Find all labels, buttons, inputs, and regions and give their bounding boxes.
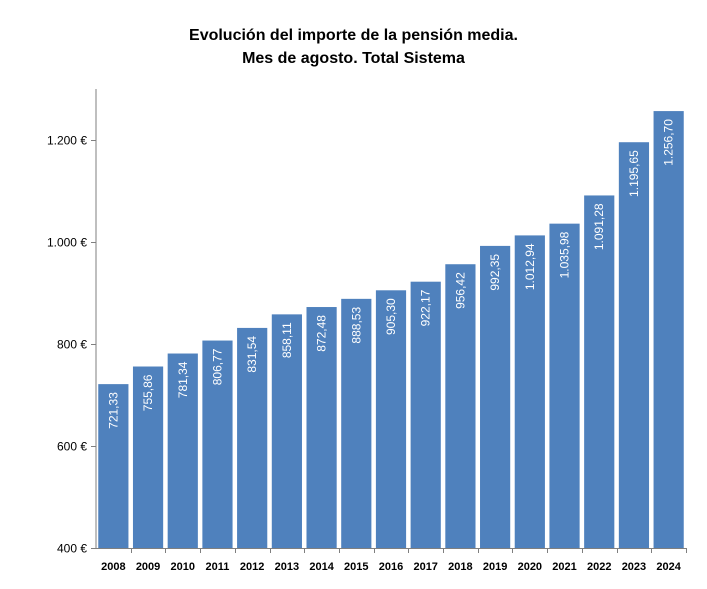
bar bbox=[480, 245, 511, 549]
y-tick-label: 1.000 € bbox=[47, 236, 87, 250]
y-axis: 400 € 600 € 800 € 1.000 € 1.200 € bbox=[47, 89, 97, 556]
bar-value-label: 721,33 bbox=[106, 392, 120, 429]
x-tick-label: 2016 bbox=[379, 561, 403, 573]
x-tick-label: 2021 bbox=[552, 561, 576, 573]
bar-value-label: 992,35 bbox=[488, 254, 502, 291]
chart-subtitle: Mes de agosto. Total Sistema bbox=[242, 50, 465, 67]
x-tick-label: 2009 bbox=[136, 561, 160, 573]
x-tick-label: 2018 bbox=[448, 561, 472, 573]
bar-value-label: 956,42 bbox=[453, 272, 467, 309]
bar-value-label: 1.091,28 bbox=[592, 203, 606, 250]
x-axis: 2008 2009 2010 2011 2012 2013 2014 2015 2016 2017… bbox=[96, 548, 687, 573]
bar bbox=[445, 264, 476, 548]
bar bbox=[549, 223, 580, 548]
bar-value-label: 781,34 bbox=[176, 361, 190, 398]
bar bbox=[653, 111, 684, 548]
bar bbox=[584, 195, 615, 548]
x-tick-label: 2022 bbox=[587, 561, 611, 573]
chart-title: Evolución del importe de la pensión medi… bbox=[189, 27, 518, 44]
bar-value-label: 872,48 bbox=[315, 315, 329, 352]
x-tick-label: 2011 bbox=[206, 561, 230, 573]
bar bbox=[618, 142, 650, 548]
bar-value-label: 905,30 bbox=[384, 298, 398, 335]
bar bbox=[375, 290, 407, 548]
bar-value-label: 922,17 bbox=[419, 289, 433, 326]
bar bbox=[237, 327, 268, 548]
bars: 721,33 755,86 781,34 806,77 831,54 858,11 872,… bbox=[98, 111, 684, 549]
x-tick-label: 2020 bbox=[518, 561, 542, 573]
x-tick-label: 2010 bbox=[171, 561, 195, 573]
y-tick-label: 400 € bbox=[57, 542, 87, 556]
bar bbox=[306, 307, 337, 548]
bar-value-label: 755,86 bbox=[141, 374, 155, 411]
bar bbox=[341, 298, 372, 548]
y-tick-label: 800 € bbox=[57, 338, 87, 352]
x-tick-label: 2012 bbox=[240, 561, 264, 573]
bar-value-label: 1.035,98 bbox=[558, 231, 572, 278]
x-tick-label: 2023 bbox=[622, 561, 646, 573]
bar bbox=[271, 314, 302, 548]
x-tick-label: 2024 bbox=[656, 561, 681, 573]
bar bbox=[98, 384, 129, 548]
bar-value-label: 1.195,65 bbox=[627, 150, 641, 197]
bar-value-label: 1.256,70 bbox=[662, 119, 676, 166]
bar bbox=[514, 235, 545, 548]
bar bbox=[202, 340, 233, 548]
x-tick-label: 2008 bbox=[101, 561, 125, 573]
x-tick-label: 2019 bbox=[483, 561, 507, 573]
x-tick-label: 2017 bbox=[413, 561, 437, 573]
x-tick-label: 2014 bbox=[309, 561, 334, 573]
bar-value-label: 1.012,94 bbox=[523, 243, 537, 290]
bar-value-label: 858,11 bbox=[280, 322, 294, 358]
bar-value-label: 806,77 bbox=[210, 348, 224, 385]
x-tick-label: 2013 bbox=[275, 561, 299, 573]
y-tick-label: 1.200 € bbox=[47, 134, 87, 148]
bar bbox=[132, 366, 164, 548]
bar bbox=[167, 353, 198, 548]
bar-value-label: 831,54 bbox=[245, 336, 259, 373]
y-tick-label: 600 € bbox=[57, 440, 87, 454]
bar bbox=[410, 281, 441, 548]
x-tick-label: 2015 bbox=[344, 561, 368, 573]
bar-value-label: 888,53 bbox=[349, 307, 363, 344]
